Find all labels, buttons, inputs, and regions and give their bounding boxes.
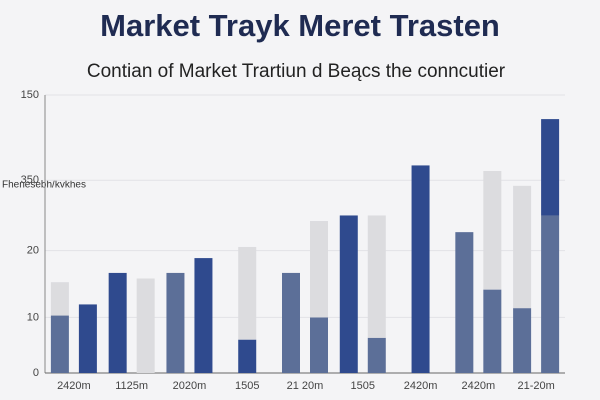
x-tick-label: 21-20m [517,380,554,392]
y-tick-label: 0 [33,367,39,379]
bar-segment [455,232,474,373]
x-tick-label: 1505 [235,380,259,392]
chart-title: Market Trayk Meret Trasten [100,8,500,43]
bar-segment [541,119,560,216]
y-axis-title: Fhenesebh/kvkhes [2,180,86,191]
bar-segment [310,317,328,373]
bar-segment [194,258,213,373]
bar-segment [483,289,502,373]
bar-segment [513,185,532,309]
x-tick-label: 1505 [351,380,375,392]
x-tick-label: 2020m [173,380,207,392]
x-tick-label: 2420m [462,380,496,392]
bar-segment [166,272,185,373]
bar-segment [367,215,386,338]
x-tick-label: 21 20m [287,380,324,392]
y-tick-label: 10 [27,311,39,323]
bar-segment [238,246,257,340]
x-tick-label: 2420m [57,380,91,392]
bar-segment [310,221,328,318]
bar-segment [541,215,560,373]
chart-subtitle: Contian of Market Trartiun d Beącs the c… [87,61,506,82]
y-tick-label: 350 [21,174,39,186]
bar-segment [513,308,532,373]
bar-segment [238,339,257,373]
y-tick-label: 20 [27,245,39,257]
y-tick-label: 150 [21,89,39,101]
bar-segment [411,165,430,373]
x-tick-label: 2420m [404,380,438,392]
bar-segment [339,215,358,373]
bar-segment [50,282,69,316]
bar-segment [50,315,69,373]
bar-segment [483,170,502,290]
bar-segment [282,272,300,373]
x-tick-label: 1125m [115,380,148,392]
bar-segment [78,304,97,373]
bar-segment [108,272,127,373]
bar-segment [367,337,386,373]
bar-segment [136,278,155,373]
